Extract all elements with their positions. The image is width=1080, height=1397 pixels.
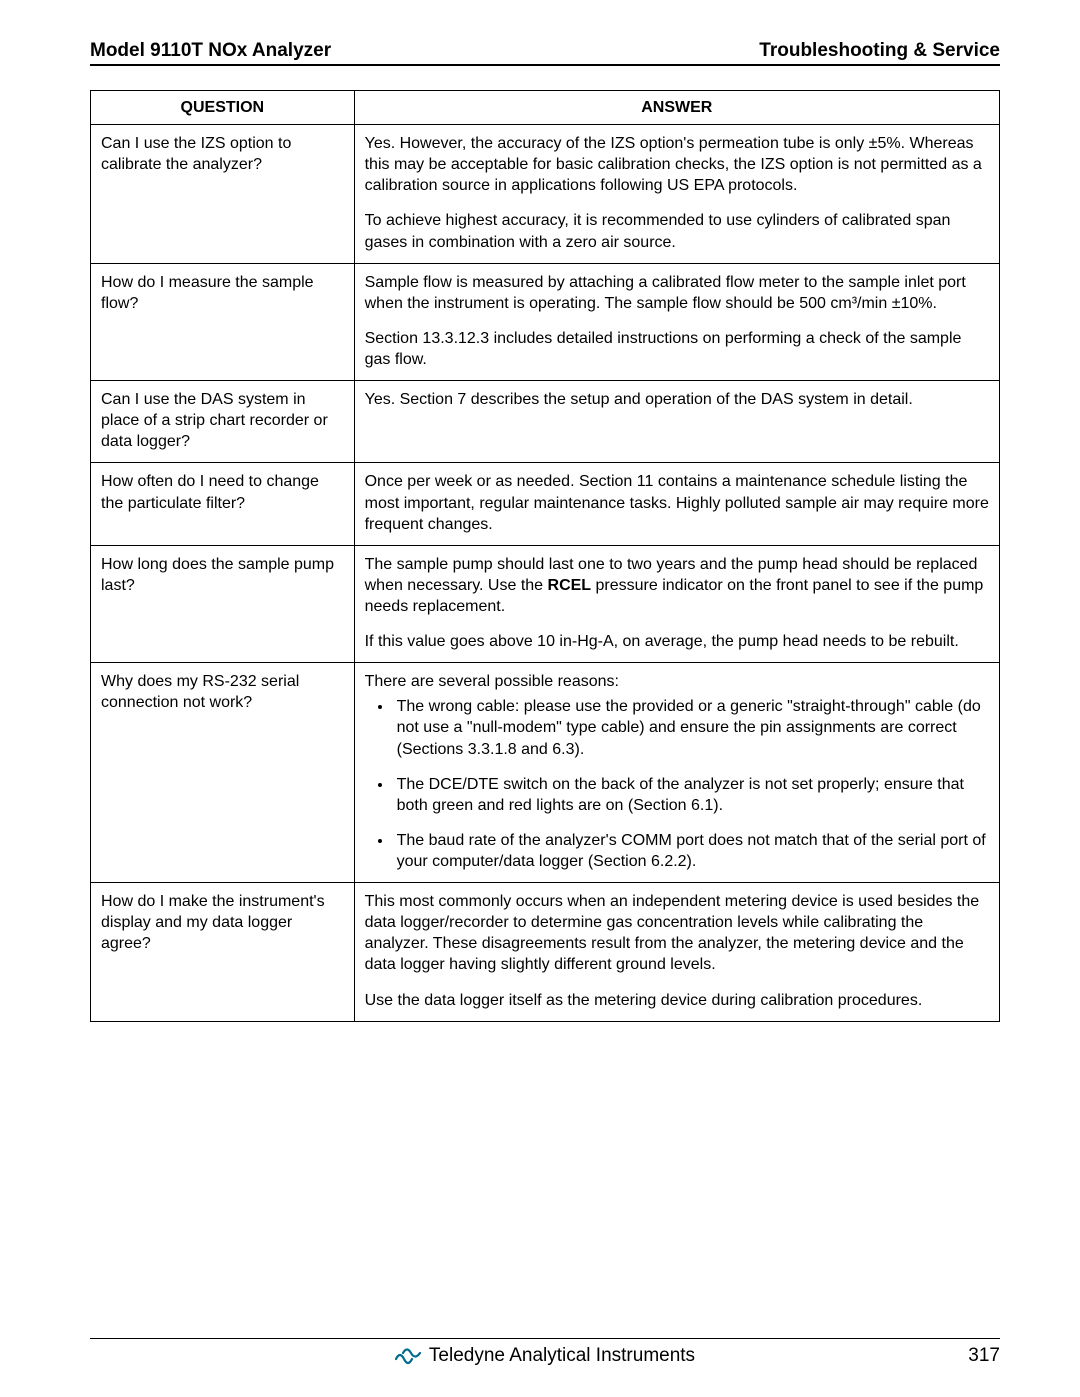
question-cell: How do I make the instrument's display a…: [91, 883, 355, 1022]
table-header-row: QUESTION ANSWER: [91, 91, 1000, 125]
answer-paragraph: Use the data logger itself as the meteri…: [365, 990, 989, 1011]
page-header: Model 9110T NOx Analyzer Troubleshooting…: [90, 40, 1000, 66]
footer-company: Teledyne Analytical Instruments: [395, 1345, 695, 1367]
answer-paragraph: If this value goes above 10 in-Hg-A, on …: [365, 631, 989, 652]
answer-bullet-list: The wrong cable: please use the provided…: [365, 696, 989, 872]
answer-cell: Sample flow is measured by attaching a c…: [354, 263, 999, 380]
table-row: Can I use the DAS system in place of a s…: [91, 381, 1000, 463]
header-right-title: Troubleshooting & Service: [759, 40, 1000, 62]
table-row: How often do I need to change the partic…: [91, 463, 1000, 545]
column-header-answer: ANSWER: [354, 91, 999, 125]
question-cell: Can I use the IZS option to calibrate th…: [91, 125, 355, 264]
page-container: Model 9110T NOx Analyzer Troubleshooting…: [0, 0, 1080, 1397]
answer-cell: This most commonly occurs when an indepe…: [354, 883, 999, 1022]
answer-paragraph: Yes. However, the accuracy of the IZS op…: [365, 133, 989, 196]
question-cell: Can I use the DAS system in place of a s…: [91, 381, 355, 463]
answer-bullet: The DCE/DTE switch on the back of the an…: [393, 774, 989, 816]
bold-term: RCEL: [548, 577, 592, 594]
footer-company-text: Teledyne Analytical Instruments: [429, 1345, 695, 1367]
table-row: How long does the sample pump last? The …: [91, 545, 1000, 662]
answer-paragraph: Sample flow is measured by attaching a c…: [365, 272, 989, 314]
answer-paragraph: This most commonly occurs when an indepe…: [365, 891, 989, 975]
question-cell: Why does my RS-232 serial connection not…: [91, 663, 355, 883]
answer-cell: Yes. Section 7 describes the setup and o…: [354, 381, 999, 463]
answer-paragraph: The sample pump should last one to two y…: [365, 554, 989, 617]
answer-cell: The sample pump should last one to two y…: [354, 545, 999, 662]
footer-page-number: 317: [968, 1345, 1000, 1367]
table-row: How do I measure the sample flow? Sample…: [91, 263, 1000, 380]
answer-paragraph: Section 13.3.12.3 includes detailed inst…: [365, 328, 989, 370]
answer-cell: There are several possible reasons: The …: [354, 663, 999, 883]
header-left-title: Model 9110T NOx Analyzer: [90, 40, 331, 62]
question-cell: How long does the sample pump last?: [91, 545, 355, 662]
answer-cell: Once per week or as needed. Section 11 c…: [354, 463, 999, 545]
answer-bullet: The wrong cable: please use the provided…: [393, 696, 989, 759]
answer-paragraph: Once per week or as needed. Section 11 c…: [365, 471, 989, 534]
answer-bullet: The baud rate of the analyzer's COMM por…: [393, 830, 989, 872]
question-cell: How often do I need to change the partic…: [91, 463, 355, 545]
table-row: Can I use the IZS option to calibrate th…: [91, 125, 1000, 264]
answer-intro: There are several possible reasons:: [365, 671, 989, 692]
table-row: Why does my RS-232 serial connection not…: [91, 663, 1000, 883]
question-cell: How do I measure the sample flow?: [91, 263, 355, 380]
page-footer: Teledyne Analytical Instruments 317: [90, 1338, 1000, 1367]
table-row: How do I make the instrument's display a…: [91, 883, 1000, 1022]
column-header-question: QUESTION: [91, 91, 355, 125]
answer-cell: Yes. However, the accuracy of the IZS op…: [354, 125, 999, 264]
qa-table: QUESTION ANSWER Can I use the IZS option…: [90, 90, 1000, 1022]
answer-paragraph: To achieve highest accuracy, it is recom…: [365, 210, 989, 252]
teledyne-logo-icon: [395, 1347, 421, 1365]
answer-paragraph: Yes. Section 7 describes the setup and o…: [365, 389, 989, 410]
